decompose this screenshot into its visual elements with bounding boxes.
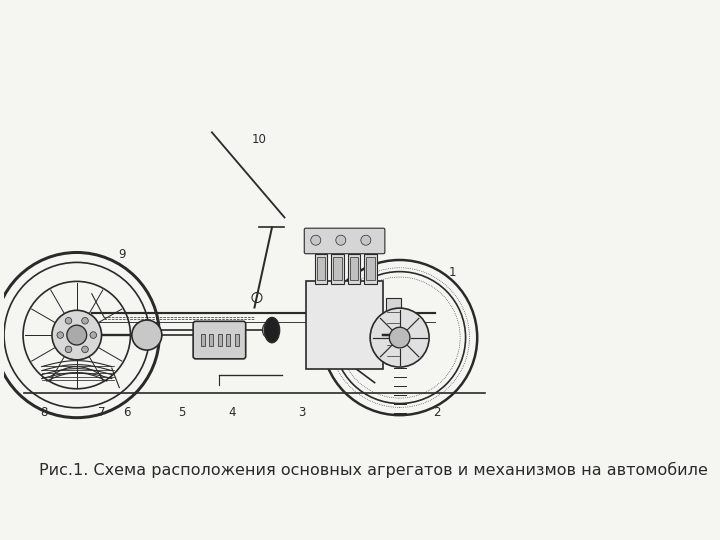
Ellipse shape (264, 318, 279, 342)
Text: 9: 9 (118, 248, 125, 261)
Bar (217, 334, 222, 346)
Circle shape (90, 332, 96, 339)
FancyBboxPatch shape (193, 321, 246, 359)
Circle shape (52, 310, 102, 360)
Text: 5: 5 (178, 406, 186, 419)
Circle shape (81, 318, 89, 324)
Bar (201, 334, 204, 346)
Text: Рис.1. Схема расположения основных агрегатов и механизмов на автомобиле: Рис.1. Схема расположения основных агрег… (39, 462, 708, 478)
Bar (235, 334, 239, 346)
Text: 8: 8 (40, 406, 48, 419)
Bar (386, 298, 401, 364)
Text: 4: 4 (228, 406, 235, 419)
Circle shape (361, 235, 371, 245)
Circle shape (132, 320, 162, 350)
Bar (333, 257, 342, 280)
Circle shape (390, 327, 410, 348)
Bar (315, 254, 328, 284)
Text: 7: 7 (98, 406, 106, 419)
Bar (350, 257, 359, 280)
Bar (364, 254, 377, 284)
Circle shape (66, 346, 72, 353)
Circle shape (57, 332, 63, 339)
Ellipse shape (215, 323, 224, 337)
Circle shape (311, 235, 321, 245)
Text: 2: 2 (433, 406, 441, 419)
Ellipse shape (263, 323, 271, 337)
Circle shape (67, 325, 86, 345)
Text: 3: 3 (298, 406, 306, 419)
Circle shape (66, 318, 72, 324)
Circle shape (336, 235, 346, 245)
Bar (306, 281, 383, 369)
Circle shape (370, 308, 429, 367)
Bar (209, 334, 213, 346)
Bar (226, 334, 230, 346)
Bar (366, 257, 375, 280)
Bar (331, 254, 344, 284)
Text: 6: 6 (123, 406, 130, 419)
Text: 1: 1 (449, 266, 456, 279)
Text: 10: 10 (252, 133, 267, 146)
Bar (348, 254, 360, 284)
Bar (317, 257, 325, 280)
FancyBboxPatch shape (305, 228, 385, 254)
Circle shape (81, 346, 89, 353)
Ellipse shape (145, 323, 154, 337)
